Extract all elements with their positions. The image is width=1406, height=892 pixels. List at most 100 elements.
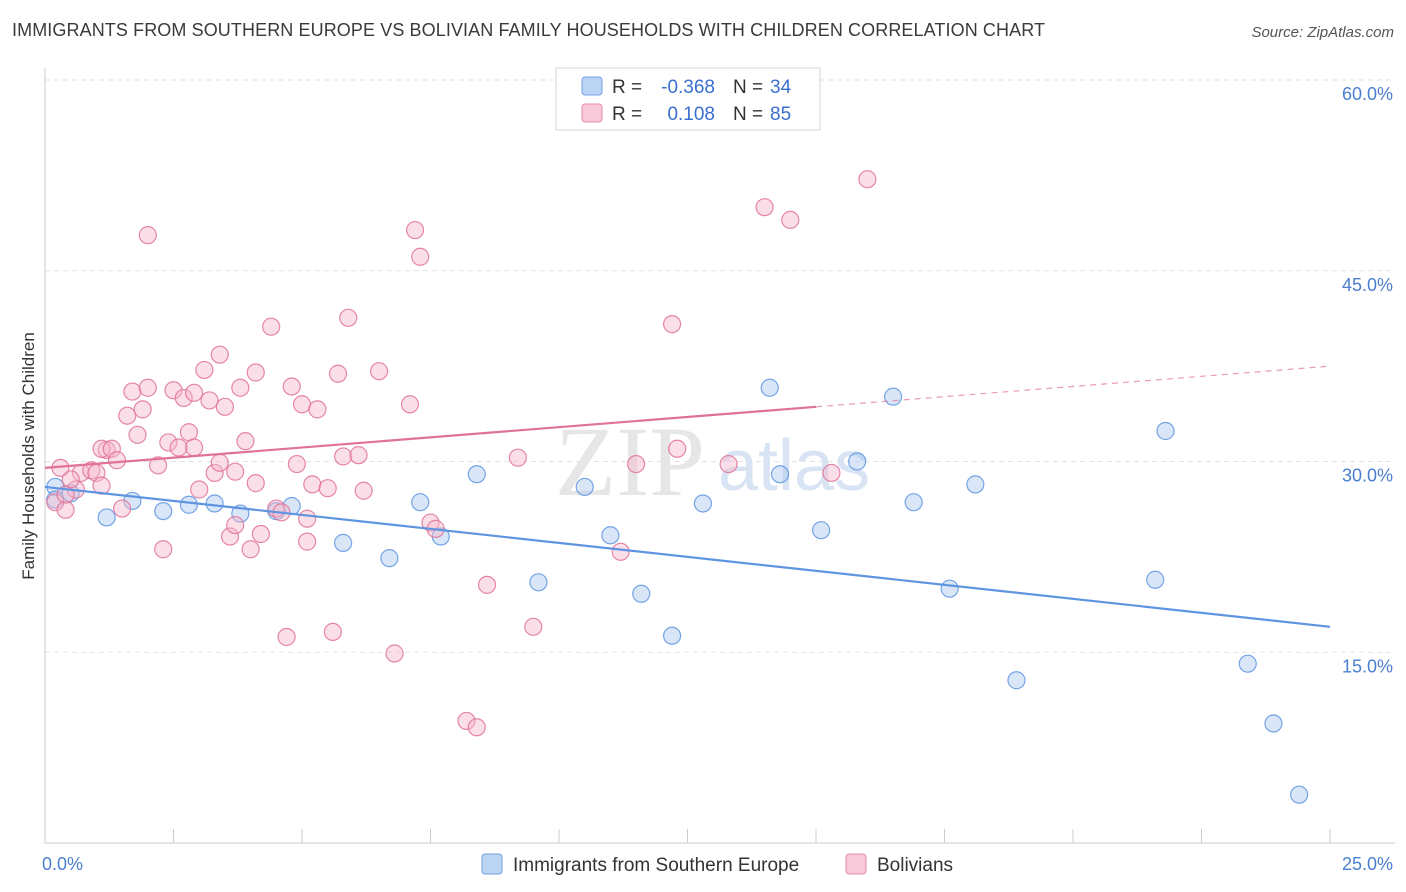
point-bolivians-22: [164, 381, 183, 400]
point-southern-europe-26: [883, 387, 903, 406]
x-tick-labels: 0.0% 25.0%: [42, 854, 1393, 874]
legend-swatch-southern-europe: [581, 76, 603, 96]
point-southern-europe-21: [693, 494, 713, 513]
series-southern-europe-points: [46, 378, 1309, 804]
bottom-legend-label-bolivians: Bolivians: [877, 855, 953, 876]
point-southern-europe-13: [411, 493, 430, 512]
point-bolivians-10: [102, 439, 121, 458]
point-bolivians-24: [174, 388, 193, 408]
point-bolivians-45: [292, 395, 312, 414]
chart-source: Source: ZipAtlas.com: [1251, 24, 1394, 41]
point-southern-europe-28: [940, 579, 959, 598]
legend: R = -0.368 N = 34 R = 0.108 N = 85: [555, 67, 821, 131]
point-bolivians-63: [457, 711, 476, 731]
point-bolivians-19: [148, 456, 168, 475]
point-bolivians-54: [349, 446, 368, 465]
series-bolivians-points: [46, 170, 877, 737]
point-bolivians-58: [400, 395, 420, 414]
x-tick-label-0: 0.0%: [42, 854, 83, 874]
point-southern-europe-6: [179, 495, 199, 514]
point-bolivians-13: [118, 406, 137, 425]
point-bolivians-78: [210, 453, 229, 472]
point-bolivians-17: [138, 378, 157, 397]
point-bolivians-32: [215, 397, 234, 416]
point-bolivians-25: [179, 423, 199, 442]
y-tick-label-1: 30.0%: [1342, 466, 1393, 486]
point-bolivians-51: [328, 364, 348, 383]
point-bolivians-26: [184, 383, 204, 402]
point-southern-europe-34: [1264, 714, 1283, 733]
point-bolivians-40: [262, 317, 281, 336]
point-bolivians-56: [370, 362, 389, 381]
y-axis-label: Family Households with Children: [19, 332, 38, 580]
point-southern-europe-3: [97, 508, 116, 527]
point-southern-europe-16: [529, 573, 548, 592]
point-bolivians-53: [339, 308, 358, 327]
trend-lines: [44, 365, 1331, 628]
point-bolivians-12: [112, 499, 132, 518]
point-bolivians-73: [755, 198, 774, 217]
point-bolivians-83: [226, 515, 245, 535]
point-southern-europe-35: [1290, 785, 1309, 804]
point-southern-europe-22: [760, 378, 779, 397]
point-bolivians-33: [220, 527, 240, 546]
point-bolivians-66: [508, 448, 527, 467]
point-southern-europe-27: [904, 493, 923, 512]
point-bolivians-36: [236, 432, 255, 451]
point-bolivians-75: [822, 463, 841, 483]
point-bolivians-46: [298, 532, 317, 551]
trend-southern-europe: [44, 485, 1331, 628]
point-bolivians-44: [287, 454, 306, 474]
point-bolivians-34: [226, 462, 245, 481]
point-bolivians-74: [781, 210, 800, 229]
point-bolivians-27: [190, 480, 209, 499]
point-bolivians-79: [246, 474, 265, 493]
point-bolivians-9: [92, 439, 111, 458]
point-bolivians-35: [231, 378, 250, 397]
point-southern-europe-23: [770, 465, 790, 484]
point-southern-europe-17: [575, 477, 594, 497]
point-bolivians-84: [298, 509, 317, 528]
point-southern-europe-7: [205, 494, 224, 513]
legend-r-value-2: 0.108: [667, 104, 715, 125]
trend-bolivians-dashed: [815, 365, 1331, 408]
axes: [44, 68, 1395, 844]
point-bolivians-23: [169, 438, 188, 457]
point-bolivians-31: [210, 345, 229, 364]
point-bolivians-43: [282, 377, 301, 396]
point-bolivians-59: [405, 220, 425, 240]
point-bolivians-68: [611, 542, 630, 561]
point-bolivians-11: [107, 451, 127, 470]
point-southern-europe-30: [1007, 671, 1026, 690]
point-bolivians-16: [133, 400, 152, 419]
point-bolivians-71: [668, 439, 687, 458]
point-bolivians-70: [662, 315, 682, 334]
point-bolivians-64: [467, 718, 486, 737]
legend-n-value-2: 85: [770, 104, 791, 125]
bottom-legend: Immigrants from Southern Europe Bolivian…: [481, 853, 953, 876]
point-bolivians-49: [318, 479, 337, 498]
point-bolivians-72: [719, 454, 738, 474]
point-bolivians-47: [303, 475, 322, 494]
bottom-legend-swatch-southern-europe: [481, 853, 503, 875]
point-bolivians-15: [128, 425, 147, 444]
bottom-legend-label-southern-europe: Immigrants from Southern Europe: [513, 855, 799, 876]
chart-title: IMMIGRANTS FROM SOUTHERN EUROPE VS BOLIV…: [12, 20, 1046, 40]
y-tick-label-0: 15.0%: [1342, 656, 1393, 676]
point-bolivians-60: [411, 247, 430, 266]
legend-r-label-1: R =: [612, 77, 642, 98]
point-bolivians-50: [323, 622, 342, 642]
point-bolivians-39: [251, 524, 270, 544]
point-southern-europe-20: [662, 626, 682, 645]
legend-n-value-1: 34: [770, 77, 792, 98]
legend-n-label-2: N =: [733, 104, 763, 125]
y-tick-label-2: 45.0%: [1342, 275, 1393, 295]
point-bolivians-55: [354, 481, 373, 500]
point-southern-europe-24: [812, 521, 831, 540]
legend-n-label-1: N =: [733, 77, 763, 98]
point-bolivians-21: [159, 433, 178, 452]
point-bolivians-14: [123, 382, 142, 401]
y-tick-labels: 15.0% 30.0% 45.0% 60.0%: [1342, 84, 1393, 676]
point-bolivians-76: [858, 170, 877, 189]
